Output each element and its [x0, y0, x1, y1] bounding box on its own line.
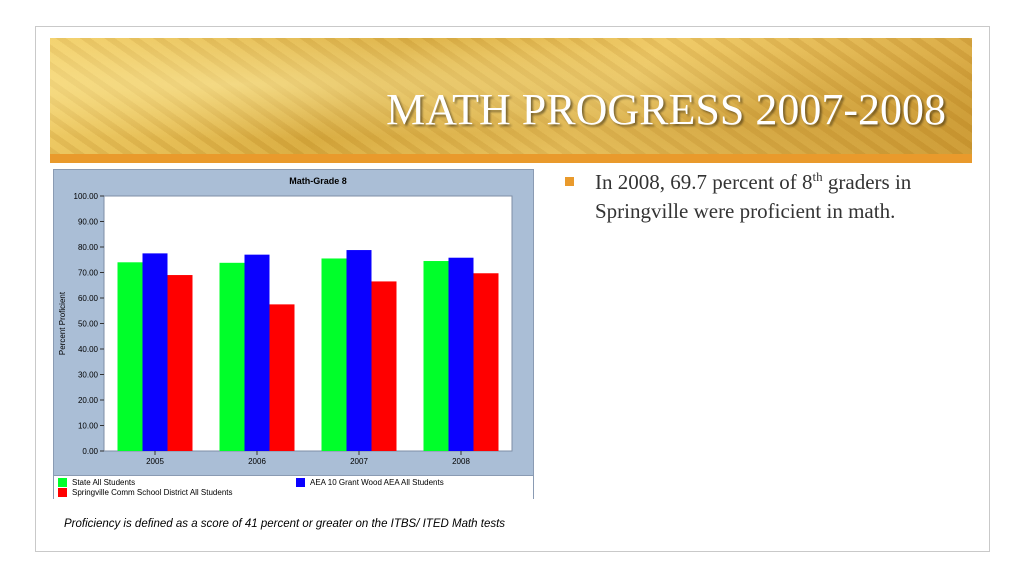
x-tick-label: 2008	[452, 457, 470, 466]
bar-2008-series-2	[448, 257, 474, 451]
legend-item-district: Springville Comm School District All Stu…	[58, 488, 233, 497]
y-tick-label: 80.00	[78, 243, 99, 252]
y-tick-label: 100.00	[74, 192, 99, 201]
y-tick-label: 90.00	[78, 218, 99, 227]
legend-item-aea: AEA 10 Grant Wood AEA All Students	[296, 478, 444, 487]
x-tick-label: 2007	[350, 457, 368, 466]
y-tick-label: 60.00	[78, 294, 99, 303]
legend-item-state: State All Students	[58, 478, 135, 487]
bar-2006-series-3	[269, 304, 295, 451]
bar-2008-series-1	[423, 261, 449, 451]
bar-2005-series-3	[167, 275, 193, 451]
bullet-text-end: graders in Springville were proficient i…	[595, 170, 912, 223]
legend-swatch-state	[58, 478, 67, 487]
legend-swatch-district	[58, 488, 67, 497]
bar-2007-series-3	[371, 281, 397, 451]
legend-label-state: State All Students	[72, 478, 136, 487]
bar-2007-series-2	[346, 250, 372, 451]
bar-2005-series-1	[117, 262, 143, 451]
y-tick-label: 20.00	[78, 396, 99, 405]
x-tick-label: 2005	[146, 457, 164, 466]
y-tick-label: 40.00	[78, 345, 99, 354]
banner-accent-rule	[50, 154, 972, 163]
bullet-superscript: th	[812, 169, 823, 184]
bar-2008-series-3	[473, 273, 499, 451]
bullet-square-icon	[565, 177, 574, 186]
chart-container: Math-Grade 8 0.00 10.00 20.00 30.00 40.00 50.0…	[53, 169, 534, 499]
chart-legend: State All Students AEA 10 Grant Wood AEA…	[54, 475, 533, 499]
title-banner	[50, 38, 972, 154]
y-tick-label: 30.00	[78, 371, 99, 380]
bar-2007-series-1	[321, 258, 347, 451]
bar-2005-series-2	[142, 253, 168, 451]
legend-swatch-aea	[296, 478, 305, 487]
footnote: Proficiency is defined as a score of 41 …	[64, 518, 506, 530]
y-tick-label: 70.00	[78, 269, 99, 278]
x-tick-label: 2006	[248, 457, 266, 466]
y-tick-label: 10.00	[78, 422, 99, 431]
y-axis-label: Percent Proficient	[58, 291, 67, 355]
chart-title: Math-Grade 8	[289, 176, 347, 186]
bar-2006-series-1	[219, 262, 245, 451]
bullet-text-start: In 2008, 69.7 percent of 8	[595, 170, 813, 194]
legend-label-district: Springville Comm School District All Stu…	[72, 488, 233, 497]
y-tick-label: 50.00	[78, 320, 99, 329]
legend-label-aea: AEA 10 Grant Wood AEA All Students	[310, 478, 444, 487]
bullet-text: In 2008, 69.7 percent of 8th graders in …	[595, 168, 935, 226]
bar-chart: Math-Grade 8 0.00 10.00 20.00 30.00 40.00 50.0…	[58, 176, 513, 466]
y-tick-label: 0.00	[82, 447, 98, 456]
bar-2006-series-2	[244, 254, 270, 451]
slide-title: MATH PROGRESS 2007-2008	[386, 85, 946, 134]
